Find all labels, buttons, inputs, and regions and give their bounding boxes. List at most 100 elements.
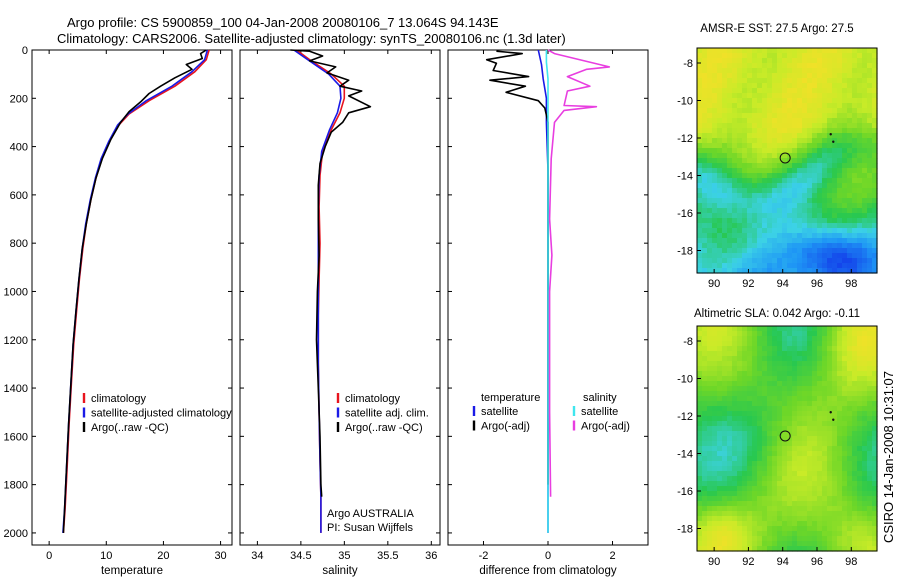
map-cell [777, 386, 783, 392]
map-cell [847, 208, 853, 214]
map-cell [777, 98, 783, 104]
map-cell [842, 248, 848, 254]
map-cell [802, 441, 808, 447]
map-cell [752, 218, 758, 224]
map-cell [757, 546, 763, 552]
map-cell [702, 366, 708, 372]
map-cell [797, 78, 803, 84]
map-cell [732, 238, 738, 244]
y-tick-label: 1800 [4, 480, 28, 492]
map-cell [757, 243, 763, 249]
map-cell [777, 381, 783, 387]
map-cell [817, 506, 823, 512]
map-cell [727, 123, 733, 129]
map-cell [777, 53, 783, 59]
map-cell [712, 213, 718, 219]
map-cell [807, 516, 813, 522]
map-cell [812, 451, 818, 457]
map-cell [862, 103, 868, 109]
map-cell [742, 526, 748, 532]
map-cell [822, 501, 828, 507]
map-cell [757, 496, 763, 502]
map-cell [777, 461, 783, 467]
map-cell [737, 541, 743, 547]
map-cell [742, 173, 748, 179]
map-cell [747, 218, 753, 224]
map-cell [747, 168, 753, 174]
map-cell [872, 198, 878, 204]
map-cell [747, 346, 753, 352]
map-cell [752, 426, 758, 432]
map-cell [722, 203, 728, 209]
map-cell [817, 113, 823, 119]
map-cell [842, 253, 848, 259]
legend-entry-label: Argo(-adj) [481, 421, 530, 433]
map-cell [862, 351, 868, 357]
map-cell [812, 243, 818, 249]
map-cell [802, 98, 808, 104]
map-cell [722, 243, 728, 249]
map-cell [702, 118, 708, 124]
map-cell [872, 536, 878, 542]
map-cell [757, 133, 763, 139]
map-cell [757, 193, 763, 199]
map-cell [792, 426, 798, 432]
map-cell [772, 456, 778, 462]
map-cell [857, 366, 863, 372]
map-y-tick-label: -16 [677, 208, 693, 220]
map-cell [807, 436, 813, 442]
map-cell [792, 58, 798, 64]
map-cell [857, 198, 863, 204]
map-cell [797, 441, 803, 447]
map-cell [712, 356, 718, 362]
map-cell [712, 456, 718, 462]
map-cell [797, 53, 803, 59]
map-cell [762, 178, 768, 184]
map-cell [732, 153, 738, 159]
map-cell [722, 361, 728, 367]
map-cell [752, 336, 758, 342]
map-cell [857, 326, 863, 332]
map-cell [857, 331, 863, 337]
map-cell [712, 118, 718, 124]
map-cell [807, 341, 813, 347]
map-cell [792, 366, 798, 372]
map-cell [827, 436, 833, 442]
map-cell [797, 381, 803, 387]
map-cell [807, 128, 813, 134]
map-cell [732, 158, 738, 164]
map-cell [717, 401, 723, 407]
map-cell [807, 386, 813, 392]
map-cell [872, 48, 878, 54]
map-cell [827, 426, 833, 432]
map-cell [762, 223, 768, 229]
map-cell [802, 501, 808, 507]
map-cell [737, 486, 743, 492]
map-cell [832, 401, 838, 407]
map-cell [752, 238, 758, 244]
map-cell [787, 148, 793, 154]
map-cell [702, 451, 708, 457]
map-cell [752, 123, 758, 129]
map-cell [807, 526, 813, 532]
map-cell [857, 223, 863, 229]
map-cell [827, 263, 833, 269]
map-cell [762, 128, 768, 134]
map-cell [732, 546, 738, 552]
map-cell [752, 178, 758, 184]
map-cell [817, 143, 823, 149]
map-cell [817, 178, 823, 184]
map-cell [777, 83, 783, 89]
map-cell [787, 108, 793, 114]
map-cell [842, 481, 848, 487]
map-cell [782, 326, 788, 332]
map-cell [792, 248, 798, 254]
map-cell [797, 356, 803, 362]
map-cell [857, 183, 863, 189]
map-cell [837, 426, 843, 432]
map-cell [812, 173, 818, 179]
map-cell [867, 208, 873, 214]
map-cell [872, 88, 878, 94]
map-cell [817, 258, 823, 264]
map-cell [702, 531, 708, 537]
